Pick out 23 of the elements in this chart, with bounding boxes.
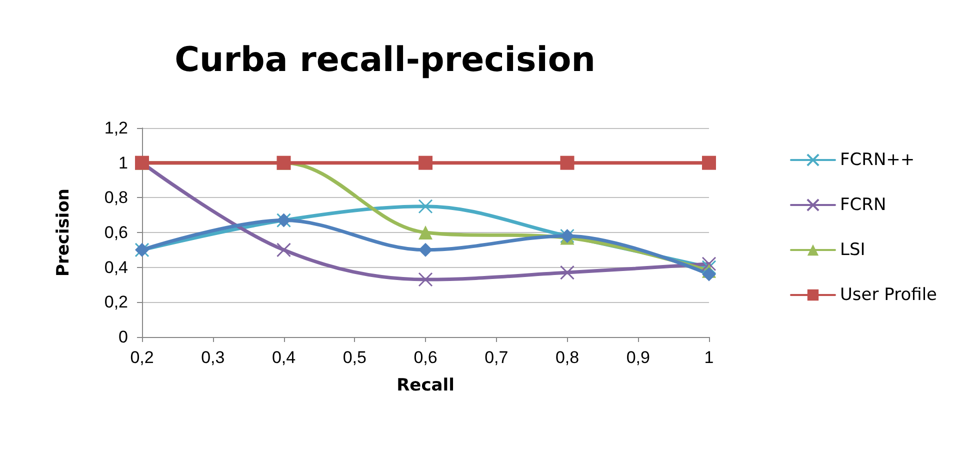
x-tick-label: 0,9 (626, 348, 650, 367)
y-tick-label: 0,2 (104, 292, 128, 312)
x-tick-label: 0,2 (130, 348, 154, 367)
x-tick-label: 0,7 (484, 348, 508, 367)
x-tick-label: 1 (704, 348, 714, 367)
y-tick-label: 0,8 (104, 188, 128, 208)
x-tick-label: 0,3 (201, 348, 225, 367)
y-tick-label: 0,4 (104, 258, 128, 277)
x-tick-label: 0,4 (272, 348, 296, 367)
legend-label: FCRN++ (840, 150, 915, 170)
legend-label: User Profile (840, 285, 938, 305)
y-tick-label: 1,2 (104, 118, 128, 138)
x-tick-label: 0,8 (555, 348, 580, 367)
y-axis-title: Precision (54, 188, 74, 277)
x-tick-label: 0,6 (414, 348, 438, 367)
chart-title: Curba recall-precision (174, 40, 596, 80)
y-tick-label: 0 (118, 328, 128, 346)
legend-label: LSI (840, 240, 866, 260)
legend-label: FCRN (840, 195, 886, 215)
y-tick-label: 0,6 (104, 223, 128, 242)
y-tick-label: 1 (118, 153, 128, 172)
x-axis-title: Recall (396, 376, 454, 396)
x-tick-label: 0,5 (342, 348, 366, 367)
